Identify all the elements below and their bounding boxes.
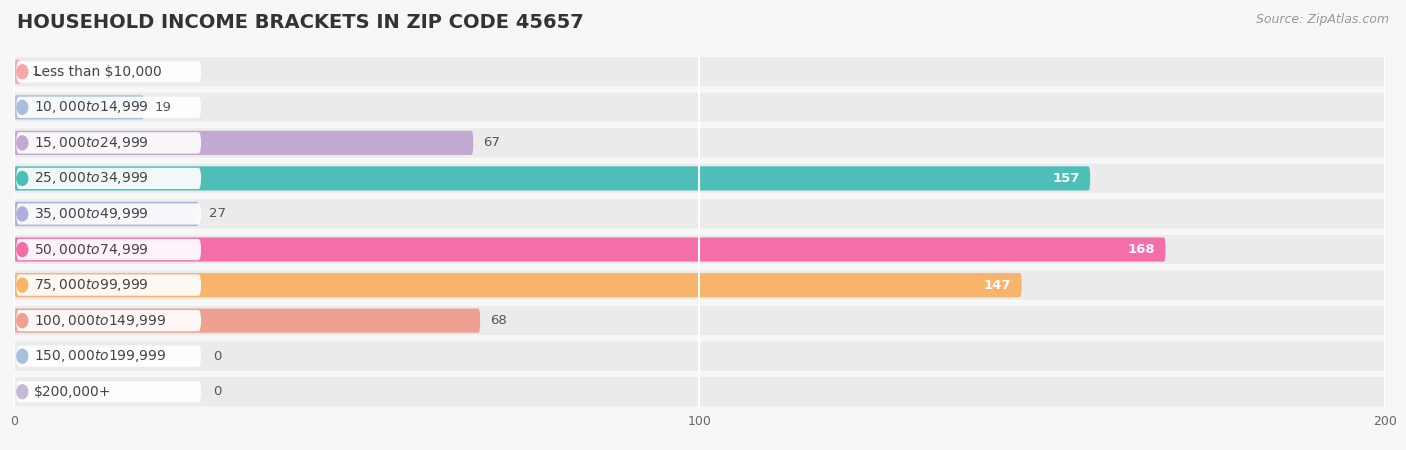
- Ellipse shape: [15, 99, 28, 115]
- FancyBboxPatch shape: [15, 381, 201, 402]
- Ellipse shape: [15, 64, 28, 80]
- Text: 168: 168: [1128, 243, 1156, 256]
- FancyBboxPatch shape: [14, 95, 145, 119]
- FancyBboxPatch shape: [14, 202, 200, 226]
- Text: 0: 0: [212, 385, 221, 398]
- FancyBboxPatch shape: [15, 132, 201, 153]
- Text: 68: 68: [491, 314, 508, 327]
- FancyBboxPatch shape: [11, 164, 1388, 193]
- FancyBboxPatch shape: [15, 97, 201, 118]
- FancyBboxPatch shape: [14, 273, 1022, 297]
- FancyBboxPatch shape: [11, 93, 1388, 122]
- Text: 0: 0: [212, 350, 221, 363]
- Ellipse shape: [15, 135, 28, 151]
- FancyBboxPatch shape: [15, 239, 201, 260]
- Ellipse shape: [15, 384, 28, 400]
- Text: $100,000 to $149,999: $100,000 to $149,999: [34, 313, 166, 328]
- FancyBboxPatch shape: [11, 235, 1388, 264]
- FancyBboxPatch shape: [14, 309, 481, 333]
- FancyBboxPatch shape: [11, 377, 1388, 406]
- FancyBboxPatch shape: [11, 199, 1388, 229]
- Text: $15,000 to $24,999: $15,000 to $24,999: [34, 135, 149, 151]
- FancyBboxPatch shape: [14, 166, 1090, 190]
- FancyBboxPatch shape: [14, 131, 474, 155]
- Text: Source: ZipAtlas.com: Source: ZipAtlas.com: [1256, 14, 1389, 27]
- Text: $150,000 to $199,999: $150,000 to $199,999: [34, 348, 166, 364]
- Ellipse shape: [15, 171, 28, 186]
- Ellipse shape: [15, 348, 28, 364]
- Text: $25,000 to $34,999: $25,000 to $34,999: [34, 171, 149, 186]
- FancyBboxPatch shape: [11, 342, 1388, 371]
- Text: $200,000+: $200,000+: [34, 385, 111, 399]
- Text: 1: 1: [31, 65, 39, 78]
- Ellipse shape: [15, 277, 28, 293]
- FancyBboxPatch shape: [11, 306, 1388, 335]
- FancyBboxPatch shape: [14, 238, 1166, 261]
- Text: 27: 27: [209, 207, 226, 220]
- FancyBboxPatch shape: [11, 57, 1388, 86]
- FancyBboxPatch shape: [15, 274, 201, 296]
- Text: 19: 19: [155, 101, 172, 114]
- Ellipse shape: [15, 313, 28, 328]
- Ellipse shape: [15, 242, 28, 257]
- FancyBboxPatch shape: [11, 270, 1388, 300]
- Text: Less than $10,000: Less than $10,000: [34, 65, 162, 79]
- Text: $35,000 to $49,999: $35,000 to $49,999: [34, 206, 149, 222]
- FancyBboxPatch shape: [11, 128, 1388, 158]
- FancyBboxPatch shape: [14, 60, 21, 84]
- Text: 157: 157: [1053, 172, 1080, 185]
- FancyBboxPatch shape: [15, 346, 201, 367]
- FancyBboxPatch shape: [15, 61, 201, 82]
- Text: $50,000 to $74,999: $50,000 to $74,999: [34, 242, 149, 257]
- Text: $10,000 to $14,999: $10,000 to $14,999: [34, 99, 149, 115]
- Text: $75,000 to $99,999: $75,000 to $99,999: [34, 277, 149, 293]
- FancyBboxPatch shape: [15, 310, 201, 331]
- Text: 147: 147: [984, 279, 1011, 292]
- Text: HOUSEHOLD INCOME BRACKETS IN ZIP CODE 45657: HOUSEHOLD INCOME BRACKETS IN ZIP CODE 45…: [17, 14, 583, 32]
- FancyBboxPatch shape: [15, 203, 201, 225]
- Ellipse shape: [15, 206, 28, 222]
- FancyBboxPatch shape: [15, 168, 201, 189]
- Text: 67: 67: [484, 136, 501, 149]
